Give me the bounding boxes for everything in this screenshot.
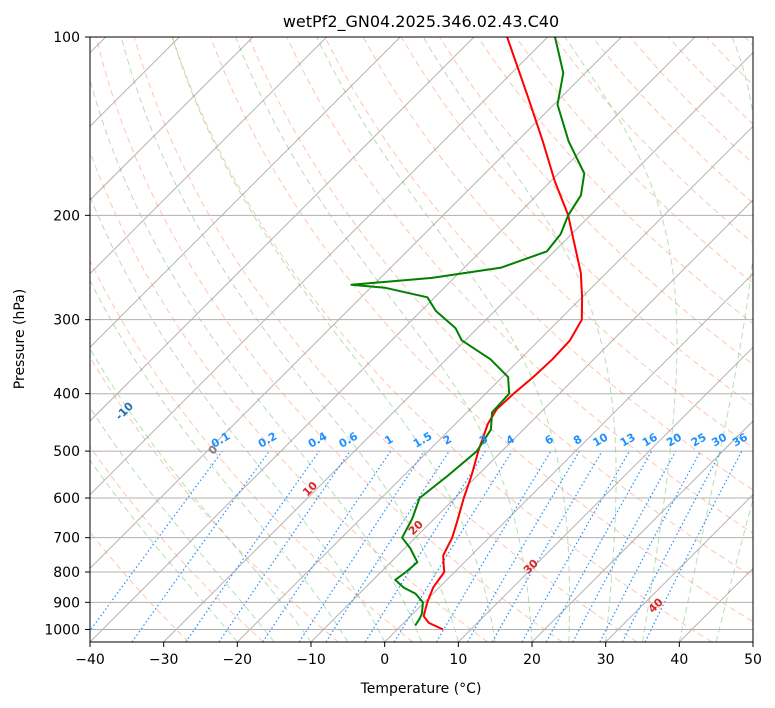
x-tick-label: 30 — [597, 652, 615, 668]
dry-adiabat — [286, 37, 753, 534]
mixing-ratio-line — [218, 450, 351, 642]
y-tick-label: 300 — [53, 313, 80, 329]
mixing-ratio-line — [185, 450, 320, 642]
x-tick-label: −20 — [223, 652, 253, 668]
isotherm-line — [310, 199, 753, 642]
moist-adiabat — [90, 195, 386, 642]
moist-adiabat — [90, 347, 312, 642]
y-tick-label: 100 — [53, 30, 80, 46]
chart-title: wetPf2_GN04.2025.346.02.43.C40 — [283, 12, 559, 32]
isotherm-line — [90, 37, 622, 570]
dry-adiabat — [515, 37, 753, 284]
isotherm-line — [90, 37, 549, 496]
dry-adiabat — [90, 356, 339, 642]
x-tick-label: −30 — [149, 652, 179, 668]
dry-adiabat — [324, 37, 753, 491]
pressure-gridlines — [90, 37, 753, 630]
isotherm-line — [90, 37, 328, 275]
plot-frame — [89, 36, 754, 643]
y-tick-label: 900 — [53, 595, 80, 611]
moist-adiabat — [90, 406, 275, 642]
moist-adiabat — [90, 459, 238, 642]
moist-adiabat — [316, 37, 571, 642]
dry-adiabat — [90, 259, 414, 642]
dry-adiabat — [248, 37, 753, 578]
x-axis-label: Temperature (°C) — [360, 681, 482, 697]
mixing-ratio-line — [298, 450, 425, 642]
isotherm-line — [531, 420, 753, 642]
mixing-ratio-line — [131, 450, 270, 642]
y-tick-label: 1000 — [44, 622, 80, 638]
moist-adiabat — [422, 37, 617, 642]
dewpoint-line — [350, 37, 586, 627]
y-tick-label: 700 — [53, 531, 80, 547]
y-tick-label: 400 — [53, 387, 80, 403]
y-tick-label: 600 — [53, 491, 80, 507]
isotherm-line — [90, 37, 401, 349]
moist-adiabat — [715, 497, 753, 642]
moist-adiabat — [171, 37, 496, 642]
moist-adiabat — [564, 37, 678, 642]
isotherm-line — [90, 37, 254, 201]
moist-adiabat — [90, 78, 422, 642]
dry-adiabat — [210, 37, 753, 623]
background-lines — [90, 37, 753, 642]
y-axis-ticks: 100 200 300 400 500 600 700 800 900 1000 — [44, 30, 90, 638]
x-tick-label: 10 — [449, 652, 467, 668]
mixing-ratio-line — [545, 450, 653, 642]
dry-adiabat — [171, 37, 712, 642]
x-axis-ticks: −40 −30 −20 −10 0 10 20 30 40 50 — [75, 642, 762, 668]
isotherm-line — [236, 125, 753, 642]
isotherm-line — [457, 346, 753, 642]
y-tick-label: 800 — [53, 565, 80, 581]
dry-adiabat — [90, 445, 264, 642]
y-tick-label: 500 — [53, 444, 80, 460]
x-tick-label: −10 — [296, 652, 326, 668]
y-axis-label: Pressure (hPa) — [12, 289, 28, 389]
mixing-ratio-line — [644, 450, 743, 642]
mixing-ratio-line — [572, 450, 677, 642]
x-tick-label: 20 — [523, 652, 541, 668]
mixing-ratio-line — [521, 450, 631, 642]
mixing-ratio-line — [262, 450, 392, 642]
isotherm-line — [163, 51, 753, 642]
x-tick-label: 40 — [670, 652, 688, 668]
isotherm-line — [384, 272, 753, 642]
x-tick-label: −40 — [75, 652, 105, 668]
x-tick-label: 0 — [380, 652, 389, 668]
moist-adiabat — [120, 37, 459, 642]
profiles — [350, 37, 586, 631]
dry-adiabat — [95, 37, 563, 642]
mixing-ratio-line — [393, 450, 513, 642]
isotherm-line — [90, 37, 475, 422]
temperature-line — [422, 37, 584, 631]
mixing-ratio-line — [325, 450, 450, 642]
isotherm-line — [605, 493, 753, 642]
moist-adiabat — [678, 37, 753, 642]
y-tick-label: 200 — [53, 208, 80, 224]
mixing-ratio-line — [90, 450, 223, 632]
moist-adiabat — [235, 37, 533, 642]
x-tick-label: 50 — [744, 652, 762, 668]
isotherm-line — [90, 37, 696, 642]
